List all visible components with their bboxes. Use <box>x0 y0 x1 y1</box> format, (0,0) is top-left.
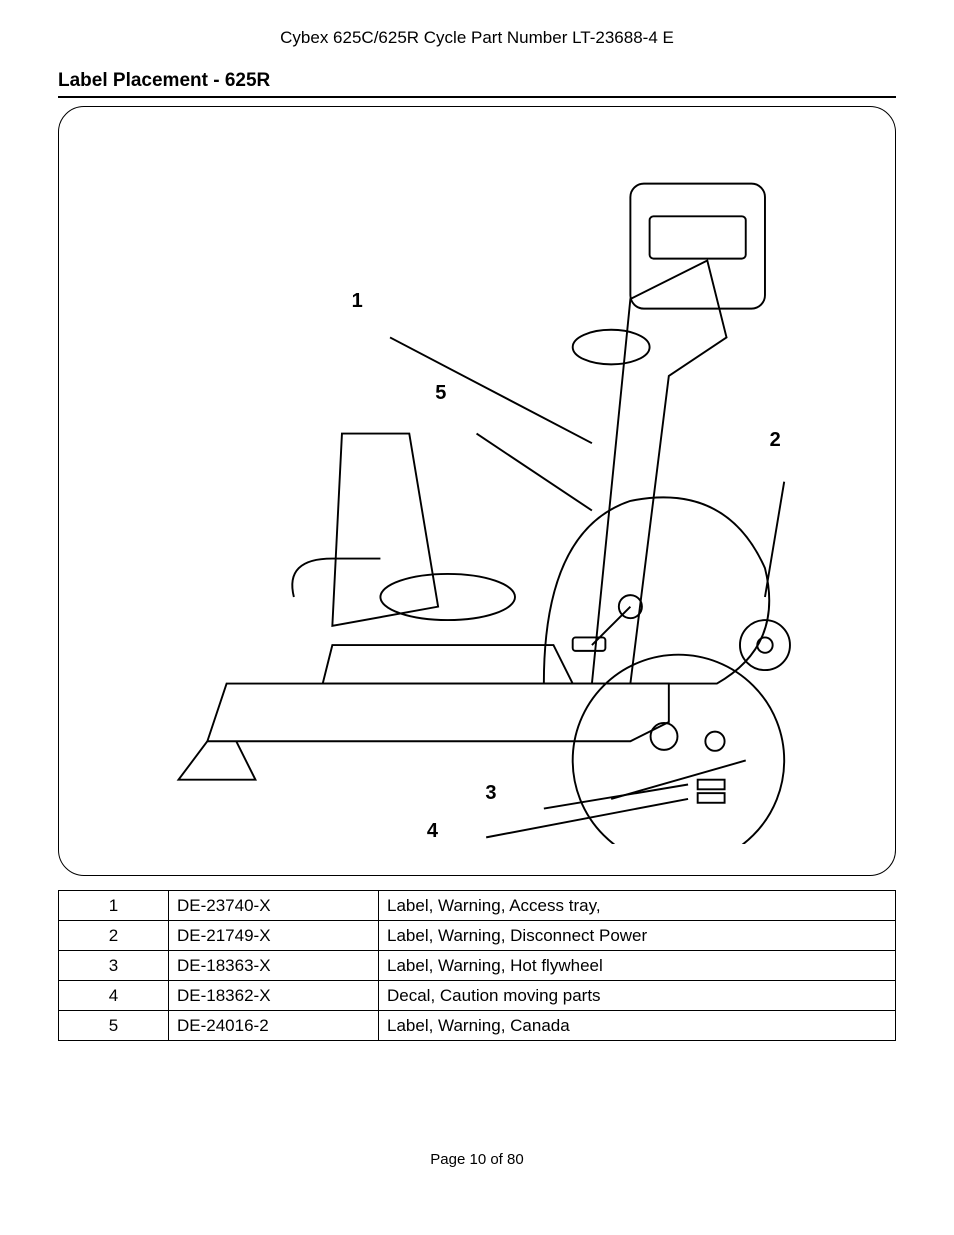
cell-desc: Label, Warning, Hot flywheel <box>379 951 896 981</box>
callout-4: 4 <box>427 821 438 841</box>
exercise-bike-diagram <box>59 107 895 875</box>
page: Cybex 625C/625R Cycle Part Number LT-236… <box>0 0 954 1208</box>
cell-desc: Label, Warning, Canada <box>379 1011 896 1041</box>
cell-num: 1 <box>59 891 169 921</box>
cell-num: 5 <box>59 1011 169 1041</box>
table-row: 2 DE-21749-X Label, Warning, Disconnect … <box>59 921 896 951</box>
table-row: 1 DE-23740-X Label, Warning, Access tray… <box>59 891 896 921</box>
cell-num: 4 <box>59 981 169 1011</box>
figure-frame: 1 5 2 3 4 <box>58 106 896 876</box>
cell-num: 2 <box>59 921 169 951</box>
callout-2: 2 <box>770 430 781 450</box>
document-header: Cybex 625C/625R Cycle Part Number LT-236… <box>58 28 896 48</box>
callout-3: 3 <box>485 783 496 803</box>
cell-desc: Label, Warning, Access tray, <box>379 891 896 921</box>
table-row: 5 DE-24016-2 Label, Warning, Canada <box>59 1011 896 1041</box>
cell-code: DE-18363-X <box>169 951 379 981</box>
table-row: 3 DE-18363-X Label, Warning, Hot flywhee… <box>59 951 896 981</box>
page-footer: Page 10 of 80 <box>58 1151 896 1168</box>
cell-code: DE-21749-X <box>169 921 379 951</box>
callout-1: 1 <box>352 291 363 311</box>
table-row: 4 DE-18362-X Decal, Caution moving parts <box>59 981 896 1011</box>
cell-code: DE-18362-X <box>169 981 379 1011</box>
callout-5: 5 <box>435 383 446 403</box>
bike-line-art <box>92 138 861 845</box>
cell-code: DE-24016-2 <box>169 1011 379 1041</box>
cell-desc: Decal, Caution moving parts <box>379 981 896 1011</box>
cell-desc: Label, Warning, Disconnect Power <box>379 921 896 951</box>
section-title: Label Placement - 625R <box>58 70 896 98</box>
cell-code: DE-23740-X <box>169 891 379 921</box>
parts-table: 1 DE-23740-X Label, Warning, Access tray… <box>58 890 896 1041</box>
cell-num: 3 <box>59 951 169 981</box>
